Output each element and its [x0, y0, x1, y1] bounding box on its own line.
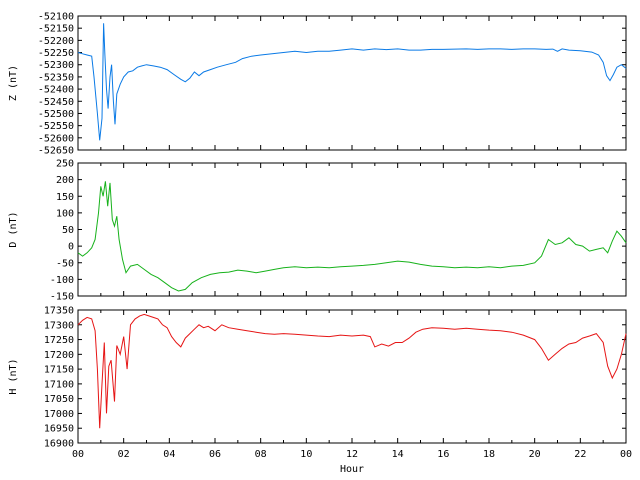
series-line-3: [77, 313, 627, 429]
y-tick-label: 17050: [44, 394, 74, 405]
y-tick-label: 16950: [44, 424, 74, 435]
series-line-2: [77, 181, 627, 292]
y-axis-label: D (nT): [8, 211, 19, 247]
y-axis-label: Z (nT): [8, 65, 19, 101]
x-tick-label: 04: [163, 449, 175, 460]
y-tick-label: 17000: [44, 409, 74, 420]
y-tick-label: 17350: [44, 306, 74, 317]
y-tick-label: -52150: [38, 24, 74, 35]
y-tick-label: -52400: [38, 85, 74, 96]
y-tick-label: 250: [56, 159, 74, 170]
x-tick-label: 02: [118, 449, 130, 460]
y-tick-label: -52500: [38, 109, 74, 120]
x-tick-label: 16: [437, 449, 449, 460]
panel-2-frame: [77, 162, 627, 297]
y-tick-label: 17200: [44, 350, 74, 361]
x-tick-label: 22: [574, 449, 586, 460]
y-tick-label: -52350: [38, 72, 74, 83]
y-tick-label: -52550: [38, 121, 74, 132]
y-tick-label: -50: [56, 258, 74, 269]
x-tick-label: 08: [255, 449, 267, 460]
y-tick-label: -52650: [38, 146, 74, 157]
y-tick-label: -52100: [38, 12, 74, 23]
x-tick-label: 00: [620, 449, 632, 460]
y-tick-label: 17150: [44, 365, 74, 376]
x-tick-label: 18: [483, 449, 495, 460]
y-tick-label: -52600: [38, 133, 74, 144]
y-axis-label: H (nT): [8, 358, 19, 394]
panel-1-frame: [77, 15, 627, 151]
x-tick-label: 14: [392, 449, 404, 460]
y-tick-label: 50: [62, 225, 74, 236]
y-tick-label: 16900: [44, 439, 74, 450]
y-tick-label: 17100: [44, 379, 74, 390]
x-tick-label: 12: [346, 449, 358, 460]
series-line-1: [77, 23, 627, 141]
y-tick-label: 0: [68, 242, 74, 253]
y-tick-label: 17300: [44, 320, 74, 331]
y-tick-label: 100: [56, 208, 74, 219]
y-tick-label: -52300: [38, 60, 74, 71]
y-tick-label: -52450: [38, 97, 74, 108]
y-tick-label: -52200: [38, 36, 74, 47]
x-tick-label: 00: [72, 449, 84, 460]
x-tick-label: 10: [300, 449, 312, 460]
y-tick-label: 150: [56, 192, 74, 203]
y-tick-label: 200: [56, 175, 74, 186]
x-axis-label: Hour: [340, 464, 364, 475]
x-tick-label: 06: [209, 449, 221, 460]
y-tick-label: -150: [50, 292, 74, 303]
panel-3-frame: [77, 309, 627, 444]
x-tick-label: 20: [529, 449, 541, 460]
y-tick-label: 17250: [44, 335, 74, 346]
y-tick-label: -52250: [38, 48, 74, 59]
y-tick-label: -100: [50, 275, 74, 286]
